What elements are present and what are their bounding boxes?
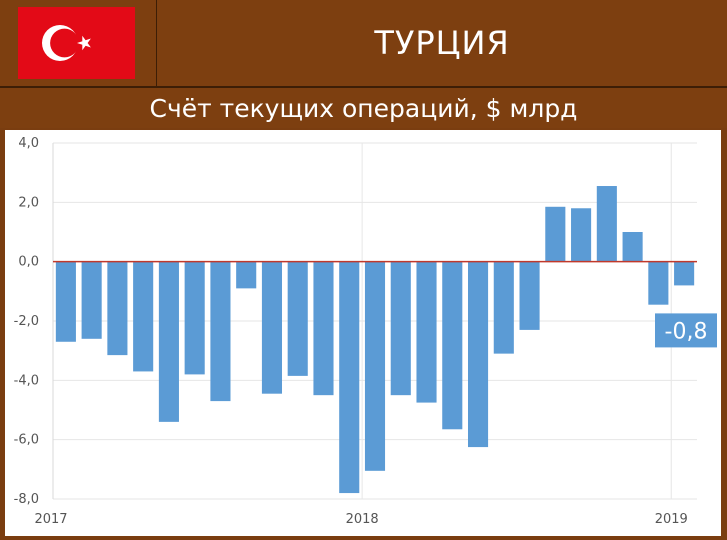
data-label: -0,8	[665, 319, 708, 344]
bar	[339, 261, 360, 494]
bar	[55, 261, 76, 342]
bar	[107, 261, 128, 356]
bar	[261, 261, 283, 394]
y-tick-label: -8,0	[14, 492, 39, 507]
x-tick-label: 2019	[655, 512, 688, 527]
y-tick-label: 0,0	[18, 255, 39, 270]
country-title: ТУРЦИЯ	[374, 24, 510, 62]
divider	[0, 86, 727, 88]
y-tick-label: 2,0	[18, 195, 39, 210]
bar	[622, 232, 643, 262]
data-label-box	[655, 313, 717, 348]
y-tick-label: -6,0	[14, 433, 39, 448]
bar	[571, 208, 592, 262]
bar	[596, 186, 617, 262]
bar	[184, 261, 205, 375]
bar	[133, 261, 154, 372]
bar	[313, 261, 334, 396]
bar	[493, 261, 514, 354]
bar	[416, 261, 437, 403]
bar	[648, 261, 669, 305]
header: ТУРЦИЯ	[0, 0, 727, 86]
y-tick-label: -4,0	[14, 373, 39, 388]
bar-chart: 4,0 2,0 0,0 -2,0 -4,0 -6,0 -8,0 2017 2018 2019 -0,…	[14, 136, 717, 527]
bar	[390, 261, 411, 396]
bar	[287, 261, 308, 376]
turkey-flag-icon	[18, 7, 135, 79]
bar	[467, 261, 489, 448]
bar	[158, 261, 179, 422]
flag-box	[0, 0, 157, 86]
x-tick-label: 2018	[346, 512, 379, 527]
chart-area: 4,0 2,0 0,0 -2,0 -4,0 -6,0 -8,0 2017 2018 2019 -0,…	[5, 130, 721, 536]
bar	[364, 261, 386, 471]
bar	[81, 261, 102, 339]
y-tick-label: 4,0	[18, 136, 39, 151]
bar	[442, 261, 463, 430]
x-tick-label: 2017	[34, 512, 67, 527]
chart-title: Счёт текущих операций, $ млрд	[0, 88, 727, 128]
bar	[210, 261, 231, 402]
y-tick-label: -2,0	[14, 314, 39, 329]
bar	[674, 261, 695, 286]
bar	[236, 261, 257, 289]
bar	[519, 261, 540, 330]
bar	[545, 206, 566, 262]
